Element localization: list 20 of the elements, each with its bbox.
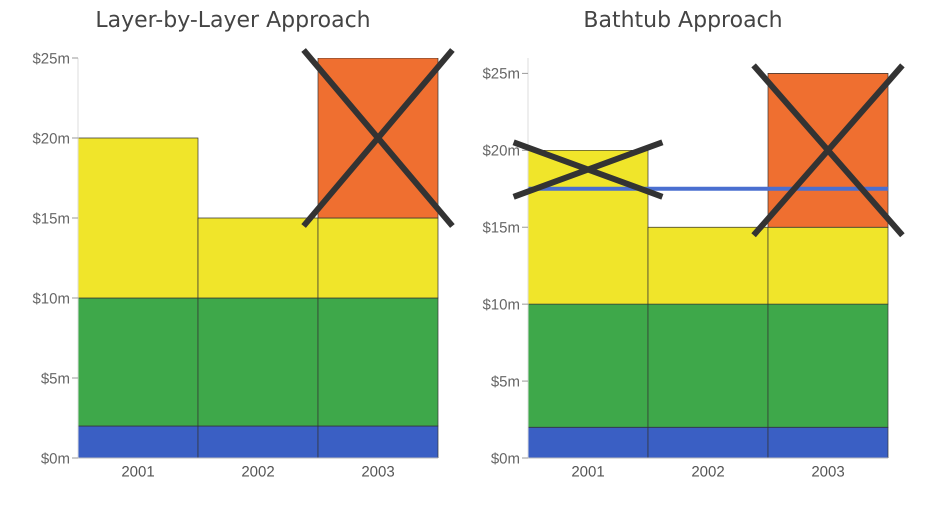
x-tick-label: 2001 xyxy=(571,464,605,481)
y-tick-label: $20m xyxy=(482,142,520,160)
y-tick-label: $0m xyxy=(40,450,70,468)
chart-title: Bathtub Approach xyxy=(582,8,784,35)
chart-title: Layer-by-Layer Approach xyxy=(94,8,372,35)
x-tick-label: 2003 xyxy=(811,464,845,481)
y-tick-label: $10m xyxy=(482,296,520,314)
y-tick-label: $20m xyxy=(32,130,70,148)
y-tick-label: $0m xyxy=(490,450,520,468)
y-tick-label: $25m xyxy=(32,50,70,68)
x-tick-label: 2002 xyxy=(691,464,725,481)
y-tick-label: $5m xyxy=(40,370,70,388)
y-tick-label: $25m xyxy=(482,66,520,83)
y-tick-label: $15m xyxy=(482,220,520,237)
x-tick-label: 2003 xyxy=(361,464,395,481)
x-tick-label: 2001 xyxy=(121,464,155,481)
y-tick-label: $5m xyxy=(490,373,520,390)
y-tick-label: $15m xyxy=(32,210,70,228)
x-tick-label: 2002 xyxy=(241,464,275,481)
y-tick-label: $10m xyxy=(32,290,70,308)
